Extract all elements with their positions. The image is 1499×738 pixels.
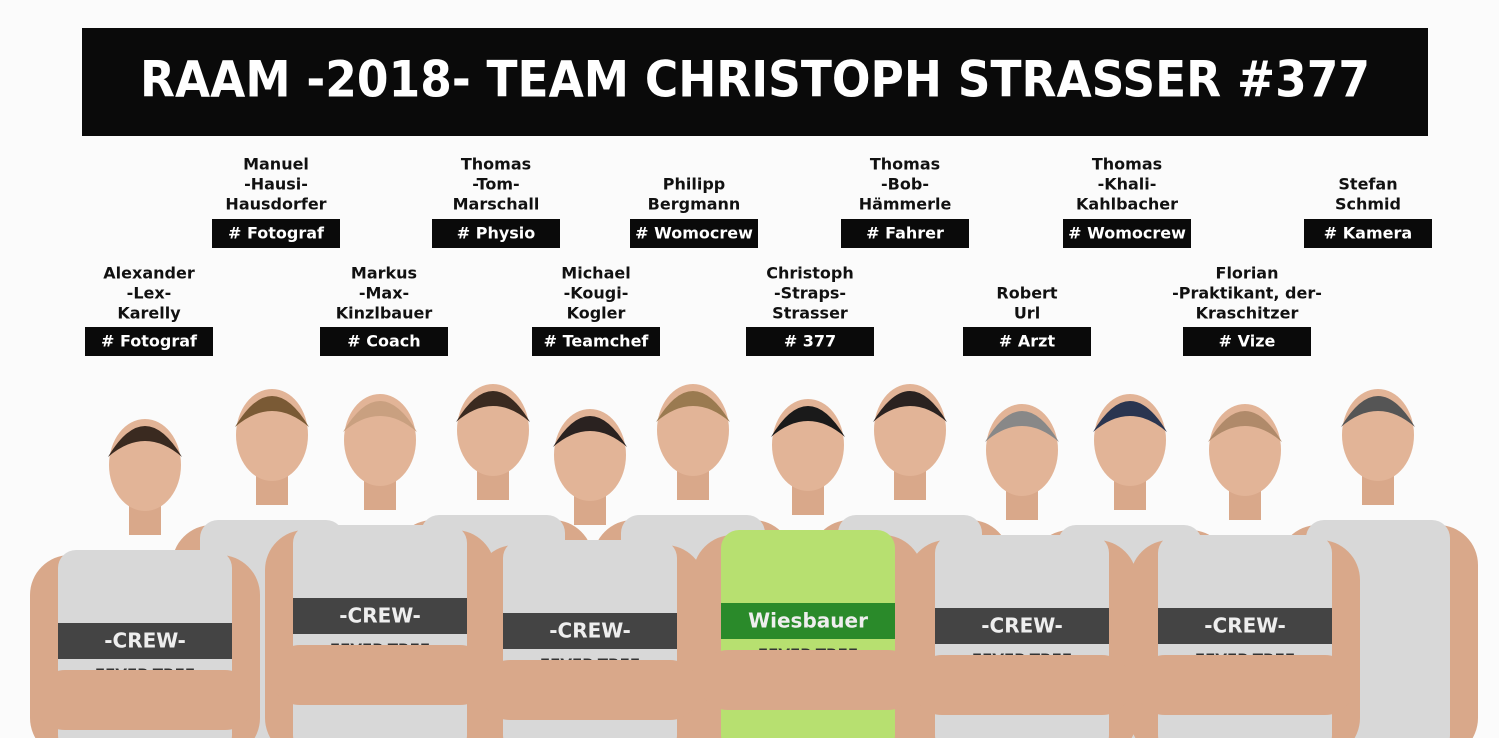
role-label: # Physio xyxy=(457,224,536,243)
member-name: -Straps- xyxy=(774,284,846,303)
hair xyxy=(771,406,845,437)
role-label: # Kamera xyxy=(1324,224,1412,243)
member-name: Manuel xyxy=(243,155,309,174)
role-label: # Arzt xyxy=(999,332,1056,351)
role-label: # Coach xyxy=(347,332,420,351)
member-name: Markus xyxy=(351,264,417,283)
member-name: Strasser xyxy=(772,304,848,323)
hair xyxy=(1208,411,1282,442)
shirt-print: -CREW- xyxy=(549,619,631,643)
hair xyxy=(656,391,730,422)
crossed-arms xyxy=(35,670,255,730)
member-name: Url xyxy=(1014,304,1040,323)
shirt-band xyxy=(1158,608,1332,644)
role-tag xyxy=(432,219,560,248)
member-name: Kahlbacher xyxy=(1076,195,1178,214)
shirt-band xyxy=(293,598,467,634)
role-tag xyxy=(212,219,340,248)
role-label: # Vize xyxy=(1219,332,1276,351)
shirt-print: -CREW- xyxy=(1204,614,1286,638)
member-name: Bergmann xyxy=(648,195,741,214)
role-label: # Womocrew xyxy=(1068,224,1186,243)
member-name: Kogler xyxy=(567,304,626,323)
hair xyxy=(873,391,947,422)
shirt-print: -CREW- xyxy=(981,614,1063,638)
crossed-arms xyxy=(698,650,918,710)
member-name: Philipp xyxy=(663,175,725,194)
role-tag xyxy=(746,327,874,356)
member-name: Alexander xyxy=(103,264,195,283)
member-name: Thomas xyxy=(461,155,531,174)
member-name: -Bob- xyxy=(881,175,929,194)
role-label: # 377 xyxy=(784,332,836,351)
member-name: -Khali- xyxy=(1098,175,1157,194)
member-name: Thomas xyxy=(870,155,940,174)
member-name: Hämmerle xyxy=(859,195,952,214)
role-tag xyxy=(630,219,758,248)
hair xyxy=(108,426,182,457)
title: RAAM -2018- TEAM CHRISTOPH STRASSER #377 xyxy=(140,51,1370,109)
title-banner xyxy=(82,28,1428,136)
role-tag xyxy=(85,327,213,356)
shirt-band xyxy=(58,623,232,659)
photo: -CREW-FEVER-TREE-CREW-FEVER-TREE-CREW-FE… xyxy=(30,384,1478,738)
member-name: Thomas xyxy=(1092,155,1162,174)
member-name: Michael xyxy=(561,264,630,283)
member-name: Florian xyxy=(1216,264,1279,283)
role-tag xyxy=(1183,327,1311,356)
role-tag xyxy=(532,327,660,356)
shirt-print: Wiesbauer xyxy=(748,609,868,633)
labels: Alexander-Lex-Karelly # Fotograf Manuel-Ha… xyxy=(85,155,1432,356)
member-name: -Max- xyxy=(359,284,409,303)
member-name: Karelly xyxy=(117,304,181,323)
shirt-band xyxy=(721,603,895,639)
hair xyxy=(553,416,627,447)
hair xyxy=(1093,401,1167,432)
shirt-print: -CREW- xyxy=(104,629,186,653)
role-label: # Fahrer xyxy=(866,224,944,243)
role-tag xyxy=(841,219,969,248)
member-name: Kinzlbauer xyxy=(336,304,433,323)
hair xyxy=(235,396,309,427)
hair xyxy=(456,391,530,422)
member-name: Robert xyxy=(996,284,1058,303)
role-label: # Fotograf xyxy=(228,224,325,243)
member-name: Hausdorfer xyxy=(225,195,326,214)
shirt-print: -CREW- xyxy=(339,604,421,628)
hair xyxy=(1341,396,1415,427)
member-name: -Lex- xyxy=(127,284,172,303)
role-tag xyxy=(320,327,448,356)
hair xyxy=(343,401,417,432)
crossed-arms xyxy=(480,660,700,720)
member-name: -Tom- xyxy=(472,175,519,194)
shirt-band xyxy=(935,608,1109,644)
member-name: Stefan xyxy=(1338,175,1397,194)
member-name: Christoph xyxy=(766,264,854,283)
role-tag xyxy=(1304,219,1432,248)
role-tag xyxy=(963,327,1091,356)
crossed-arms xyxy=(1135,655,1355,715)
crossed-arms xyxy=(270,645,490,705)
member-name: -Hausi- xyxy=(244,175,308,194)
member-name: -Praktikant, der- xyxy=(1172,284,1322,303)
role-label: # Womocrew xyxy=(635,224,753,243)
shirt-band xyxy=(503,613,677,649)
member-name: Kraschitzer xyxy=(1196,304,1299,323)
role-label: # Teamchef xyxy=(544,332,650,351)
member-name: -Kougi- xyxy=(564,284,629,303)
hair xyxy=(985,411,1059,442)
crossed-arms xyxy=(912,655,1132,715)
member-name: Schmid xyxy=(1335,195,1401,214)
member-name: Marschall xyxy=(453,195,540,214)
role-tag xyxy=(1063,219,1191,248)
role-label: # Fotograf xyxy=(101,332,198,351)
